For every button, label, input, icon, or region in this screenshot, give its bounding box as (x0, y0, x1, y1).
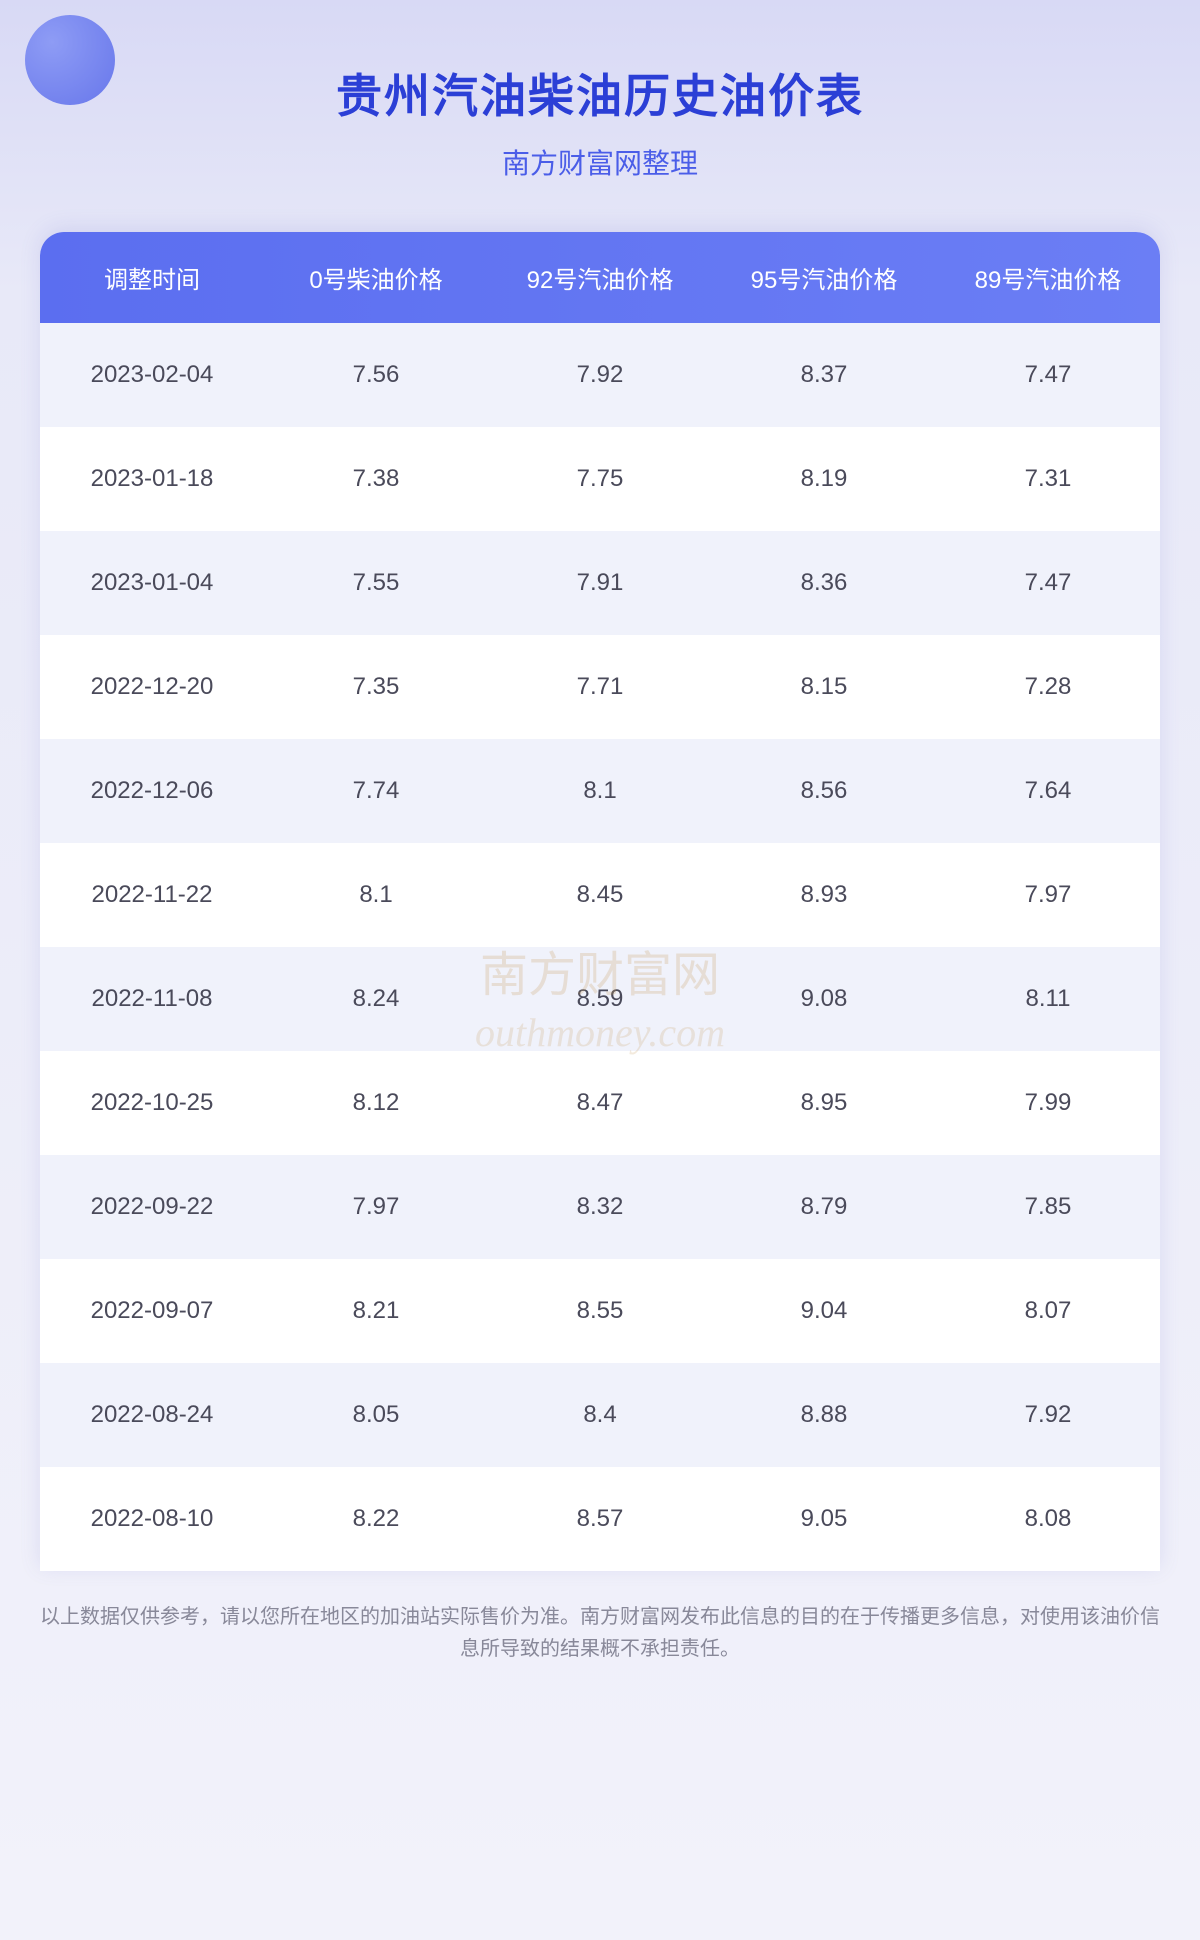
table-cell: 7.99 (936, 1089, 1160, 1117)
page-title: 贵州汽油柴油历史油价表 (40, 60, 1160, 126)
table-row: 2022-09-227.978.328.797.85 (40, 1155, 1160, 1259)
table-cell: 7.75 (488, 465, 712, 493)
table-cell: 9.08 (712, 985, 936, 1013)
table-row: 2023-01-187.387.758.197.31 (40, 427, 1160, 531)
table-cell: 8.32 (488, 1193, 712, 1221)
table-cell: 8.37 (712, 361, 936, 389)
table-cell: 2022-12-06 (40, 777, 264, 805)
table-cell: 8.4 (488, 1401, 712, 1429)
table-cell: 2022-11-22 (40, 881, 264, 909)
table-cell: 7.47 (936, 569, 1160, 597)
table-cell: 7.47 (936, 361, 1160, 389)
table-row: 2022-11-088.248.599.088.11 (40, 947, 1160, 1051)
table-cell: 8.24 (264, 985, 488, 1013)
page-subtitle: 南方财富网整理 (40, 142, 1160, 182)
table-cell: 2022-08-24 (40, 1401, 264, 1429)
table-cell: 2022-08-10 (40, 1505, 264, 1533)
price-table-card: 调整时间 0号柴油价格 92号汽油价格 95号汽油价格 89号汽油价格 2023… (40, 232, 1160, 1571)
column-header: 0号柴油价格 (264, 260, 488, 295)
table-cell: 7.35 (264, 673, 488, 701)
table-cell: 7.56 (264, 361, 488, 389)
table-row: 2022-11-228.18.458.937.97 (40, 843, 1160, 947)
table-cell: 8.57 (488, 1505, 712, 1533)
table-cell: 8.95 (712, 1089, 936, 1117)
table-cell: 8.56 (712, 777, 936, 805)
table-cell: 8.1 (488, 777, 712, 805)
table-cell: 7.64 (936, 777, 1160, 805)
table-cell: 8.79 (712, 1193, 936, 1221)
column-header: 95号汽油价格 (712, 260, 936, 295)
table-cell: 7.91 (488, 569, 712, 597)
table-cell: 7.85 (936, 1193, 1160, 1221)
table-cell: 8.19 (712, 465, 936, 493)
table-cell: 8.07 (936, 1297, 1160, 1325)
table-cell: 8.22 (264, 1505, 488, 1533)
table-cell: 2022-12-20 (40, 673, 264, 701)
table-cell: 8.88 (712, 1401, 936, 1429)
table-cell: 7.71 (488, 673, 712, 701)
table-row: 2022-12-067.748.18.567.64 (40, 739, 1160, 843)
table-cell: 2022-10-25 (40, 1089, 264, 1117)
table-cell: 7.55 (264, 569, 488, 597)
table-cell: 8.12 (264, 1089, 488, 1117)
table-cell: 2023-01-04 (40, 569, 264, 597)
table-cell: 7.31 (936, 465, 1160, 493)
table-cell: 7.92 (936, 1401, 1160, 1429)
header: 贵州汽油柴油历史油价表 南方财富网整理 (0, 0, 1200, 232)
table-row: 2023-02-047.567.928.377.47 (40, 323, 1160, 427)
table-cell: 8.59 (488, 985, 712, 1013)
disclaimer-text: 以上数据仅供参考，请以您所在地区的加油站实际售价为准。南方财富网发布此信息的目的… (0, 1571, 1200, 1705)
table-cell: 2022-09-07 (40, 1297, 264, 1325)
table-row: 2023-01-047.557.918.367.47 (40, 531, 1160, 635)
table-cell: 8.36 (712, 569, 936, 597)
column-header: 92号汽油价格 (488, 260, 712, 295)
table-cell: 9.04 (712, 1297, 936, 1325)
table-cell: 7.74 (264, 777, 488, 805)
table-cell: 2022-09-22 (40, 1193, 264, 1221)
table-cell: 7.92 (488, 361, 712, 389)
table-header-row: 调整时间 0号柴油价格 92号汽油价格 95号汽油价格 89号汽油价格 (40, 232, 1160, 323)
table-cell: 7.28 (936, 673, 1160, 701)
table-row: 2022-10-258.128.478.957.99 (40, 1051, 1160, 1155)
table-cell: 8.45 (488, 881, 712, 909)
table-cell: 2022-11-08 (40, 985, 264, 1013)
table-cell: 7.38 (264, 465, 488, 493)
table-cell: 8.55 (488, 1297, 712, 1325)
table-cell: 8.11 (936, 985, 1160, 1013)
table-body: 2023-02-047.567.928.377.472023-01-187.38… (40, 323, 1160, 1571)
table-row: 2022-08-248.058.48.887.92 (40, 1363, 1160, 1467)
table-cell: 2023-01-18 (40, 465, 264, 493)
table-cell: 8.05 (264, 1401, 488, 1429)
table-row: 2022-08-108.228.579.058.08 (40, 1467, 1160, 1571)
table-cell: 8.1 (264, 881, 488, 909)
table-cell: 8.15 (712, 673, 936, 701)
table-cell: 7.97 (936, 881, 1160, 909)
column-header: 89号汽油价格 (936, 260, 1160, 295)
table-cell: 8.08 (936, 1505, 1160, 1533)
table-cell: 7.97 (264, 1193, 488, 1221)
table-row: 2022-09-078.218.559.048.07 (40, 1259, 1160, 1363)
table-cell: 8.47 (488, 1089, 712, 1117)
table-cell: 2023-02-04 (40, 361, 264, 389)
table-cell: 9.05 (712, 1505, 936, 1533)
table-cell: 8.93 (712, 881, 936, 909)
table-row: 2022-12-207.357.718.157.28 (40, 635, 1160, 739)
table-cell: 8.21 (264, 1297, 488, 1325)
column-header: 调整时间 (40, 260, 264, 295)
